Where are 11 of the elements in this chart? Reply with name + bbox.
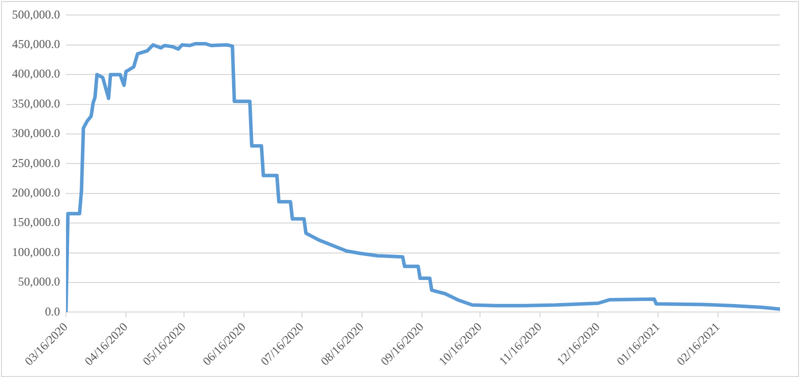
y-tick-label: 250,000.0 — [12, 156, 60, 170]
y-tick-label: 100,000.0 — [12, 244, 60, 259]
y-tick-label: 0.0 — [45, 304, 60, 318]
y-tick-label: 450,000.0 — [12, 37, 60, 52]
y-tick-label: 50,000.0 — [18, 274, 60, 289]
y-tick-label: 350,000.0 — [12, 96, 60, 110]
y-tick-label: 500,000.0 — [12, 7, 60, 22]
y-tick-label: 400,000.0 — [12, 66, 60, 81]
y-tick-label: 200,000.0 — [12, 186, 60, 200]
y-tick-label: 300,000.0 — [12, 126, 60, 140]
y-tick-label: 150,000.0 — [12, 215, 60, 230]
